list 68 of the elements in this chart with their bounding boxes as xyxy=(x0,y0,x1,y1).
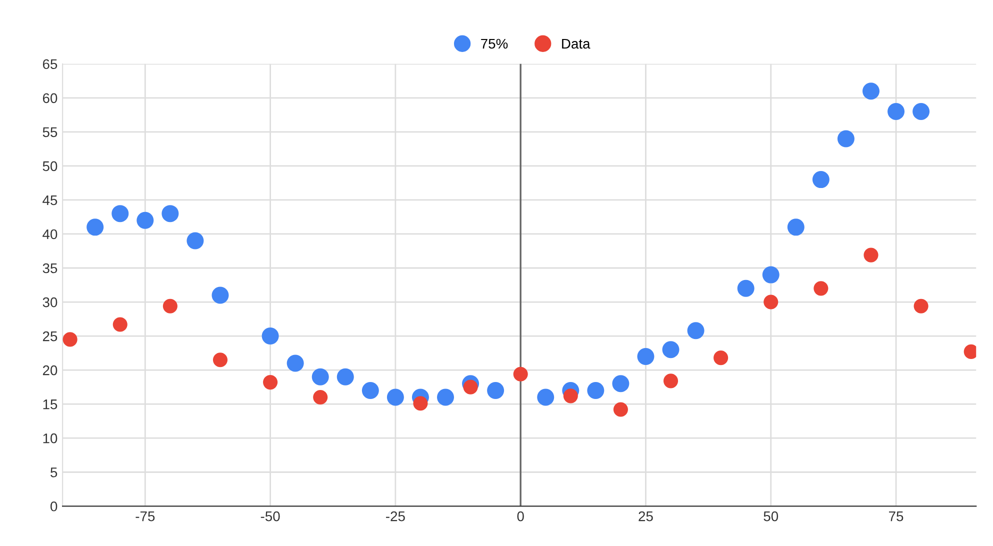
y-tick-label: 55 xyxy=(42,127,58,138)
point xyxy=(212,286,229,304)
point xyxy=(62,332,78,347)
point xyxy=(914,298,928,314)
y-tick-label: 0 xyxy=(50,501,58,512)
legend-label: 75% xyxy=(481,38,508,49)
point xyxy=(413,396,428,411)
y-tick-label: 40 xyxy=(42,229,58,240)
point xyxy=(613,402,628,417)
point xyxy=(286,354,304,372)
x-tick-label: -25 xyxy=(386,511,405,522)
point xyxy=(787,218,804,236)
point xyxy=(663,374,678,388)
y-tick-label: 65 xyxy=(42,59,58,70)
point xyxy=(262,328,279,345)
point xyxy=(162,298,178,314)
y-tick-label: 15 xyxy=(43,400,58,410)
y-tick-label: 60 xyxy=(42,93,58,104)
point xyxy=(587,382,604,399)
point xyxy=(312,368,329,386)
point xyxy=(563,388,578,404)
point xyxy=(862,82,880,100)
point xyxy=(812,171,830,188)
point xyxy=(762,266,780,284)
point xyxy=(136,212,154,229)
point xyxy=(212,352,228,368)
y-tick-label: 30 xyxy=(42,297,58,308)
point xyxy=(362,382,379,399)
point xyxy=(837,130,854,148)
point xyxy=(714,350,728,366)
point xyxy=(162,205,179,222)
y-tick-label: 45 xyxy=(42,195,58,206)
point xyxy=(912,103,930,120)
x-tick-label: -75 xyxy=(136,512,155,522)
point xyxy=(463,380,478,394)
point xyxy=(537,388,554,406)
point xyxy=(313,390,328,405)
x-tick-label: 75 xyxy=(889,512,904,522)
y-tick-label: 10 xyxy=(43,433,58,444)
point xyxy=(764,294,778,310)
point xyxy=(487,382,504,399)
x-tick-label: -50 xyxy=(260,511,280,522)
point xyxy=(336,368,354,386)
y-tick-label: 5 xyxy=(50,468,58,478)
y-tick-label: 25 xyxy=(42,331,58,342)
point xyxy=(513,366,528,382)
point xyxy=(186,232,204,250)
x-tick-label: 25 xyxy=(638,511,653,522)
legend-label: Data xyxy=(562,38,590,49)
point xyxy=(814,281,828,296)
point xyxy=(263,375,278,390)
y-tick-label: 35 xyxy=(42,263,58,274)
x-tick-label: 0 xyxy=(517,511,524,522)
point xyxy=(612,375,630,392)
x-tick-label: 50 xyxy=(764,511,778,522)
y-tick-label: 50 xyxy=(42,161,58,172)
point xyxy=(386,388,404,406)
point xyxy=(888,103,905,120)
point xyxy=(637,348,654,365)
point xyxy=(437,388,454,406)
y-tick-label: 20 xyxy=(42,365,58,376)
point xyxy=(662,341,680,358)
point xyxy=(687,322,704,340)
point xyxy=(112,317,128,332)
point xyxy=(864,248,878,262)
point xyxy=(737,280,754,297)
point xyxy=(86,218,104,236)
point xyxy=(112,205,129,222)
